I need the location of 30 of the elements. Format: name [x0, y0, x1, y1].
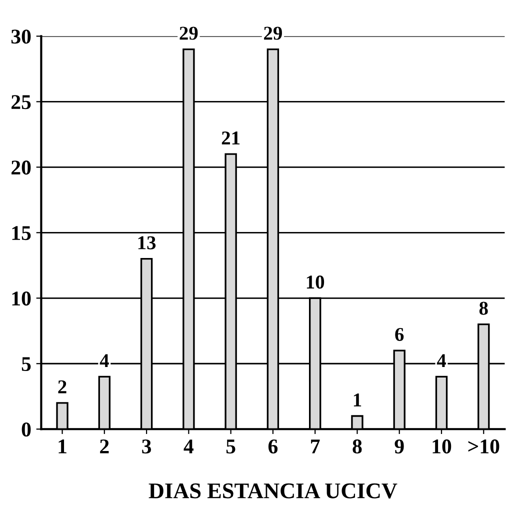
y-tick-label: 10 — [12, 292, 31, 306]
y-tick-label: 5 — [22, 357, 31, 372]
data-label: 21 — [222, 131, 240, 144]
x-tick-label: 6 — [268, 439, 278, 454]
data-label: 4 — [436, 354, 446, 368]
y-tick-label: 0 — [22, 422, 31, 437]
y-tick-label: 30 — [11, 30, 31, 44]
x-tick-label: 8 — [352, 439, 362, 454]
data-label: 8 — [479, 302, 488, 315]
data-label: 29 — [180, 26, 198, 40]
x-tick-label: 4 — [184, 440, 194, 454]
x-tick-label: 5 — [226, 440, 236, 454]
x-tick-label: 7 — [311, 440, 320, 454]
data-label: 4 — [100, 354, 109, 368]
y-tick-label: 25 — [12, 95, 31, 110]
x-tick-label: 9 — [394, 439, 404, 454]
x-tick-label: 3 — [142, 439, 152, 454]
data-label: 13 — [138, 236, 156, 250]
y-tick-label: 20 — [12, 160, 31, 175]
data-label: 1 — [354, 393, 362, 406]
x-tick-label: 10 — [432, 439, 452, 454]
x-tick-label: 1 — [58, 440, 66, 454]
y-tick-label: 15 — [12, 226, 31, 240]
x-tick-label: 2 — [100, 439, 109, 454]
data-label: 29 — [264, 26, 282, 40]
data-label: 6 — [395, 328, 404, 342]
x-axis-title: DIAS ESTANCIA UCICV — [148, 483, 398, 498]
data-label: 2 — [58, 380, 66, 394]
x-tick-label: >10 — [468, 439, 500, 454]
data-label: 10 — [306, 276, 324, 289]
